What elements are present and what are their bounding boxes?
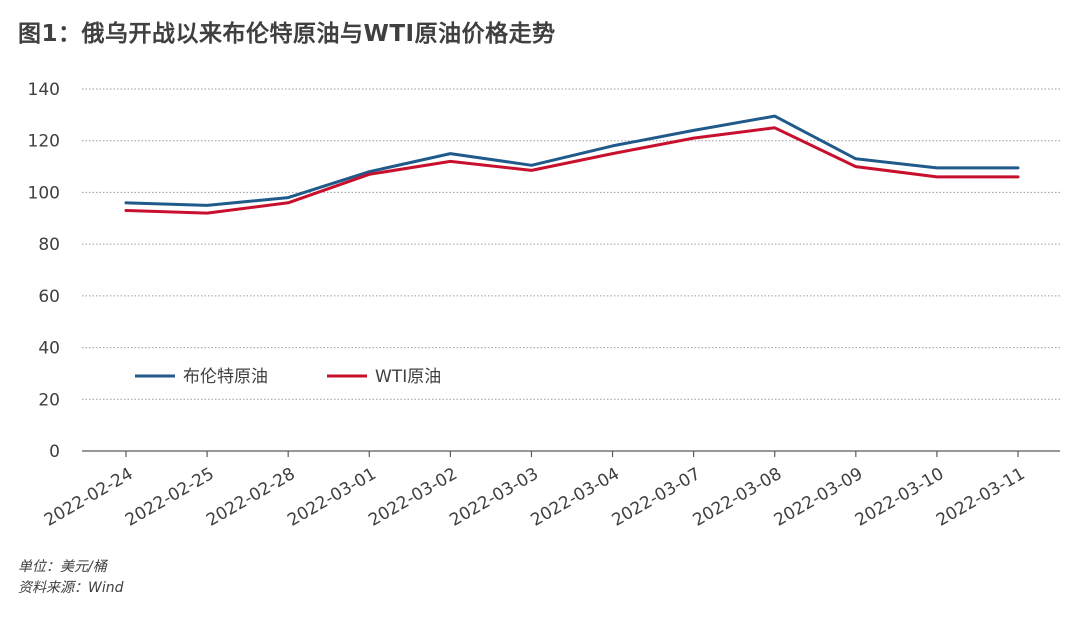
x-tick-label: 2022-02-28	[203, 464, 299, 531]
x-tick-label: 2022-03-01	[284, 464, 380, 531]
x-tick-label: 2022-03-03	[446, 464, 542, 531]
y-tick-label: 60	[38, 287, 60, 307]
x-tick-label: 2022-02-24	[41, 464, 137, 531]
unit-note: 单位：美元/桶	[18, 559, 107, 575]
source-note: 资料来源：Wind	[18, 580, 124, 596]
y-tick-label: 100	[28, 183, 60, 203]
series-line	[124, 114, 1020, 207]
x-tick-label: 2022-02-25	[122, 464, 218, 531]
grid-lines	[82, 88, 1060, 400]
x-tick-label: 2022-03-02	[365, 464, 461, 531]
y-tick-label: 140	[28, 80, 60, 100]
y-tick-label: 20	[38, 390, 60, 410]
x-tick-label: 2022-03-04	[527, 464, 623, 531]
x-tick-label: 2022-03-09	[771, 464, 867, 531]
y-tick-label: 40	[38, 339, 60, 359]
y-tick-label: 0	[49, 442, 60, 462]
x-tick-label: 2022-03-07	[609, 464, 705, 531]
page-title: 图1：俄乌开战以来布伦特原油与WTI原油价格走势	[18, 21, 556, 47]
series-line	[124, 126, 1020, 215]
y-axis-tick-labels: 0 20 40 60 80 100 120 140	[28, 80, 60, 462]
x-tick-label: 2022-03-10	[852, 464, 948, 531]
y-tick-label: 80	[38, 235, 60, 255]
x-axis: 2022-02-242022-02-252022-02-282022-03-01…	[41, 450, 1060, 531]
legend-label: 布伦特原油	[183, 367, 268, 387]
legend: 布伦特原油 WTI原油	[135, 367, 441, 387]
x-tick-label: 2022-03-08	[690, 464, 786, 531]
series-lines	[124, 114, 1020, 215]
x-tick-label: 2022-03-11	[933, 464, 1029, 531]
y-tick-label: 120	[28, 132, 60, 152]
legend-label: WTI原油	[375, 367, 441, 387]
